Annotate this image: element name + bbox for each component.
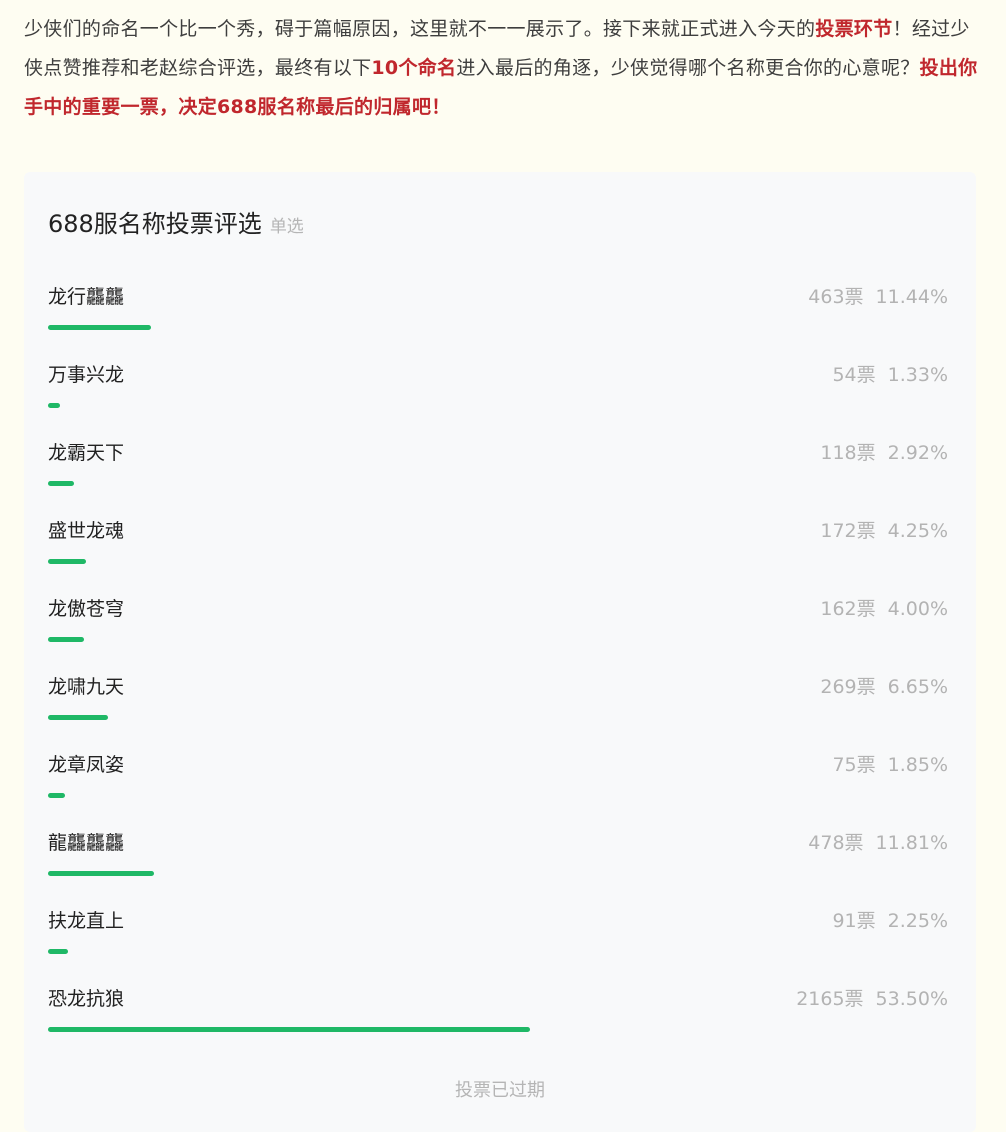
option-name: 扶龙直上	[48, 910, 125, 932]
option-progress-bar	[48, 637, 84, 642]
option-progress-bar	[48, 559, 87, 564]
option-stats: 162票 4.00%	[820, 594, 948, 621]
option-stats: 91票 2.25%	[832, 906, 948, 933]
option-progress-bar	[48, 793, 65, 798]
option-votes: 2165票	[796, 988, 864, 1010]
option-votes: 172票	[820, 520, 876, 542]
option-stats: 478票 11.81%	[808, 828, 948, 855]
option-votes: 478票	[808, 832, 864, 854]
poll-option: 龙行龘龘 463票 11.44%	[48, 282, 948, 342]
option-votes: 75票	[832, 754, 876, 776]
option-stats: 54票 1.33%	[832, 360, 948, 387]
option-progress-bar	[48, 403, 60, 408]
option-percent: 1.85%	[887, 754, 948, 776]
intro-text: 进入最后的角逐，少侠觉得哪个名称更合你的心意呢？	[456, 57, 920, 79]
option-name: 龙啸九天	[48, 676, 125, 698]
intro-highlight: 10个命名	[371, 57, 457, 79]
option-name: 龙傲苍穹	[48, 598, 125, 620]
intro-text: ！经过少侠点赞推荐和老赵综合评选，最终有以下	[24, 18, 970, 79]
option-percent: 2.25%	[887, 910, 948, 932]
option-votes: 118票	[820, 442, 876, 464]
option-percent: 53.50%	[875, 988, 948, 1010]
poll-card: 688服名称投票评选 单选 龙行龘龘 463票 11.44% 万事兴龙 54票 1.3…	[24, 172, 976, 1132]
intro-highlight: 投票环节	[815, 18, 893, 40]
poll-option: 扶龙直上 91票 2.25%	[48, 906, 948, 966]
option-votes: 463票	[808, 286, 864, 308]
poll-option: 盛世龙魂 172票 4.25%	[48, 516, 948, 576]
option-stats: 463票 11.44%	[808, 282, 948, 309]
option-percent: 4.00%	[887, 598, 948, 620]
option-progress-bar	[48, 1027, 530, 1032]
option-progress-bar	[48, 871, 155, 876]
option-percent: 6.65%	[887, 676, 948, 698]
option-stats: 172票 4.25%	[820, 516, 948, 543]
poll-option: 龙章凤姿 75票 1.85%	[48, 750, 948, 810]
option-progress-bar	[48, 481, 75, 486]
poll-option: 恐龙抗狼 2165票 53.50%	[48, 984, 948, 1044]
option-stats: 75票 1.85%	[832, 750, 948, 777]
option-percent: 4.25%	[887, 520, 948, 542]
option-votes: 91票	[832, 910, 876, 932]
option-progress-bar	[48, 949, 69, 954]
option-stats: 2165票 53.50%	[796, 984, 948, 1011]
poll-option: 龙傲苍穹 162票 4.00%	[48, 594, 948, 654]
option-stats: 118票 2.92%	[820, 438, 948, 465]
poll-title: 688服名称投票评选 单选	[48, 204, 304, 239]
intro-paragraph: 少侠们的命名一个比一个秀，碍于篇幅原因，这里就不一一展示了。接下来就正式进入今天…	[24, 10, 984, 127]
poll-option: 龙啸九天 269票 6.65%	[48, 672, 948, 732]
poll-type-label: 单选	[269, 217, 304, 237]
option-percent: 11.44%	[875, 286, 948, 308]
option-name: 龙霸天下	[48, 442, 125, 464]
option-name: 龙行龘龘	[48, 286, 125, 308]
option-progress-bar	[48, 325, 151, 330]
intro-highlight: 投出你手中的重要一票，决定688服名称最后的归属吧！	[24, 57, 978, 118]
option-name: 龍龘龘龘	[48, 832, 125, 854]
option-stats: 269票 6.65%	[820, 672, 948, 699]
option-votes: 54票	[832, 364, 876, 386]
option-name: 恐龙抗狼	[48, 988, 125, 1010]
option-percent: 2.92%	[887, 442, 948, 464]
option-name: 盛世龙魂	[48, 520, 125, 542]
option-percent: 1.33%	[887, 364, 948, 386]
option-votes: 162票	[820, 598, 876, 620]
option-name: 万事兴龙	[48, 364, 125, 386]
poll-title-text: 688服名称投票评选	[48, 210, 262, 238]
intro-text: 少侠们的命名一个比一个秀，碍于篇幅原因，这里就不一一展示了。接下来就正式进入今天…	[24, 18, 816, 40]
poll-option: 万事兴龙 54票 1.33%	[48, 360, 948, 420]
poll-option: 龍龘龘龘 478票 11.81%	[48, 828, 948, 888]
option-name: 龙章凤姿	[48, 754, 125, 776]
option-percent: 11.81%	[875, 832, 948, 854]
option-votes: 269票	[820, 676, 876, 698]
poll-expired-label: 投票已过期	[455, 1080, 545, 1101]
poll-option: 龙霸天下 118票 2.92%	[48, 438, 948, 498]
option-progress-bar	[48, 715, 108, 720]
